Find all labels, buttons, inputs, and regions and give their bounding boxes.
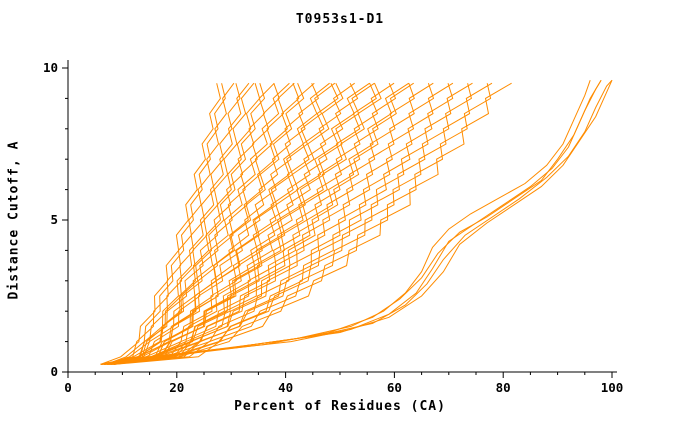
x-axis-label: Percent of Residues (CA)	[234, 399, 446, 414]
gdt-curve	[105, 83, 226, 365]
gdt-curve	[110, 82, 355, 365]
gdt-curve	[110, 83, 492, 365]
gdt-curve	[103, 82, 377, 365]
gdt-curve	[100, 82, 473, 365]
gdt-curve	[113, 83, 454, 365]
gdt-outlier-curve	[111, 79, 602, 364]
gdt-curve	[100, 82, 375, 365]
gdt-curve	[105, 83, 305, 365]
gdt-curve	[110, 82, 255, 365]
x-tick-label: 80	[496, 380, 511, 395]
gdt-curve	[100, 82, 275, 365]
gdt-curve	[113, 82, 315, 365]
gdt-curve	[107, 82, 295, 365]
gdt-outlier-curve	[133, 79, 613, 361]
gdt-curve	[102, 82, 290, 365]
x-tick-label: 20	[169, 380, 184, 395]
gdt-curve	[112, 83, 266, 365]
gdt-outlier-curve	[122, 79, 613, 361]
gdt-curve	[100, 83, 415, 365]
gdt-curve	[107, 82, 395, 365]
chart-title: T0953s1-D1	[295, 12, 385, 27]
y-tick-label: 10	[43, 60, 58, 75]
gdt-curve	[103, 83, 472, 365]
gdt-curve	[103, 82, 336, 365]
gdt-curve	[107, 83, 241, 365]
gdt-curve	[113, 82, 414, 365]
gdt-curve	[112, 82, 344, 365]
y-tick-label: 0	[50, 364, 58, 379]
gdt-curve	[107, 82, 493, 365]
x-tick-label: 60	[387, 380, 402, 395]
gdt-curve	[113, 82, 512, 365]
gdt-curve	[108, 82, 410, 365]
gdt-curve	[103, 82, 434, 365]
gdt-curve	[113, 83, 261, 365]
gdt-curve	[110, 82, 454, 365]
x-tick-label: 0	[64, 380, 72, 395]
y-tick-label: 5	[50, 212, 58, 227]
gdt-curve	[100, 83, 221, 365]
gdt-curve	[109, 82, 250, 365]
x-tick-label: 100	[601, 380, 624, 395]
gdt-curve	[107, 83, 435, 365]
gdt-curve	[104, 83, 382, 365]
x-tick-label: 40	[278, 380, 293, 395]
